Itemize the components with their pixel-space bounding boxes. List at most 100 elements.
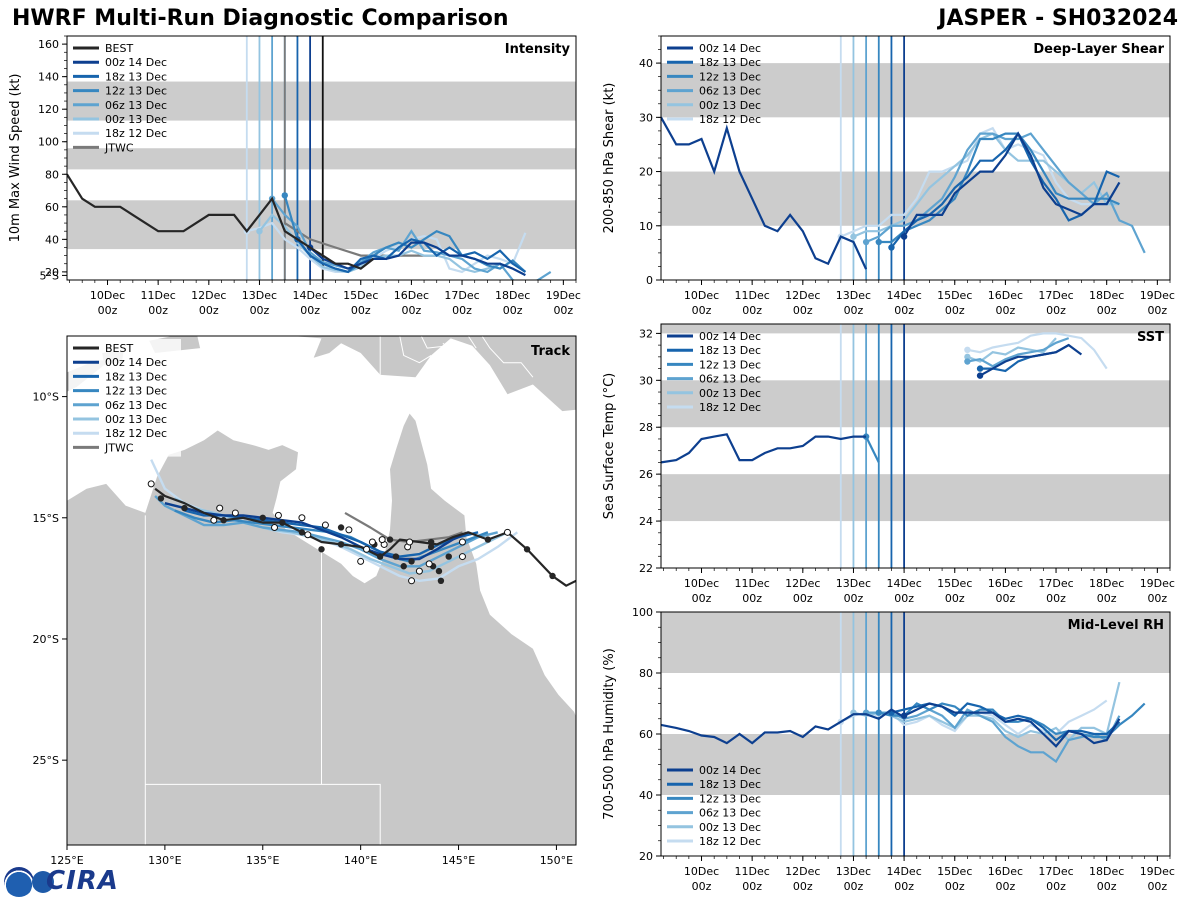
rh-xtick-sublabel: 00z	[894, 880, 914, 893]
intensity-ytick-label: 100	[38, 136, 59, 149]
sst-legend-label: 00z 14 Dec	[699, 330, 761, 343]
track-forecast-point	[408, 577, 416, 585]
rh-xtick-label: 19Dec	[1140, 865, 1175, 878]
rh-xtick-sublabel: 00z	[742, 880, 762, 893]
sst-run-series	[979, 343, 1083, 377]
track-best-point	[337, 541, 345, 548]
track-forecast-point	[216, 504, 224, 512]
sst-shaded-band	[661, 474, 1170, 522]
shear-xtick-sublabel: 00z	[692, 304, 712, 317]
rh-ytick-label: 40	[639, 789, 653, 802]
sst-plot-area	[661, 324, 1170, 568]
shear-run-start-marker	[862, 238, 870, 246]
rh-xtick-label: 10Dec	[684, 865, 719, 878]
track-best-point	[427, 543, 435, 551]
intensity-run-start-marker	[281, 192, 288, 199]
rh-plot-area	[661, 612, 1170, 856]
shear-xtick-label: 15Dec	[937, 289, 972, 302]
sst-run-start-marker	[964, 346, 971, 354]
rh-run-series	[853, 681, 1121, 742]
track-best-point	[377, 553, 384, 560]
shear-xtick-sublabel: 00z	[742, 304, 762, 317]
sst-xtick-label: 14Dec	[886, 577, 921, 590]
intensity-shaded-band	[67, 200, 576, 250]
sst-xtick-sublabel: 00z	[996, 592, 1016, 605]
track-best-point	[549, 572, 556, 580]
sst-ytick-label: 28	[639, 421, 653, 434]
sst-run-series	[967, 337, 1070, 368]
sst-run-start-marker	[964, 358, 971, 365]
sst-panel-title: SST	[1137, 330, 1164, 345]
intensity-ytick-label: 60	[45, 201, 59, 214]
intensity-ytick-label: 160	[38, 38, 59, 51]
intensity-xtick-sublabel: 00z	[300, 304, 320, 317]
shear-xtick-label: 16Dec	[988, 289, 1023, 302]
noaa-logo-icon	[4, 867, 34, 897]
rh-ylabel: 700-500 hPa Humidity (%)	[602, 648, 617, 820]
sst-ylabel: Sea Surface Temp (°C)	[602, 373, 617, 520]
track-best-point	[408, 558, 415, 565]
rh-run-start-marker	[875, 709, 882, 716]
shear-run-start-marker	[875, 238, 882, 246]
rh-xtick-sublabel: 00z	[844, 880, 864, 893]
shear-xtick-sublabel: 00z	[945, 304, 965, 317]
track-run-series	[154, 495, 498, 568]
rh-xtick-sublabel: 00z	[1147, 880, 1167, 893]
shear-xtick-sublabel: 00z	[793, 304, 813, 317]
track-legend-box	[69, 339, 181, 457]
sst-xtick-sublabel: 00z	[1097, 592, 1117, 605]
shear-xtick-sublabel: 00z	[1147, 304, 1167, 317]
rh-legend-label: 18z 13 Dec	[699, 778, 761, 791]
rh-shaded-band	[661, 734, 1170, 795]
sst-legend-label: 18z 12 Dec	[699, 401, 761, 414]
intensity-legend-label: 12z 13 Dec	[105, 85, 167, 98]
shear-xtick-label: 13Dec	[836, 289, 871, 302]
rh-run-series	[866, 708, 1121, 764]
intensity-best-series	[67, 173, 375, 270]
intensity-xtick-sublabel: 00z	[199, 304, 219, 317]
rh-panel-title: Mid-Level RH	[1068, 618, 1164, 633]
cira-wordmark: CIRA	[46, 866, 119, 896]
track-legend-label: 18z 13 Dec	[105, 370, 167, 383]
intensity-xtick-label: 12Dec	[191, 289, 226, 302]
sst-xtick-sublabel: 00z	[945, 592, 965, 605]
intensity-xtick-label: 10Dec	[90, 289, 125, 302]
shear-best-series	[661, 116, 868, 270]
rh-run-series	[903, 702, 1121, 748]
sst-xtick-label: 19Dec	[1140, 577, 1175, 590]
sst-shaded-band	[661, 380, 1170, 428]
track-legend-label: BEST	[105, 342, 133, 355]
intensity-legend-label: 18z 12 Dec	[105, 127, 167, 140]
intensity-ylabel: 10m Max Wind Speed (kt)	[8, 74, 23, 243]
track-forecast-point	[458, 538, 466, 546]
intensity-ytick-label: 20	[45, 266, 59, 279]
shear-xtick-sublabel: 00z	[1046, 304, 1066, 317]
track-forecast-point	[298, 514, 306, 522]
track-forecast-point	[147, 480, 155, 488]
intensity-legend-label: BEST	[105, 42, 133, 55]
sst-legend-label: 06z 13 Dec	[699, 373, 761, 386]
province-border	[420, 336, 449, 349]
shear-legend-label: 00z 13 Dec	[699, 99, 761, 112]
track-best-point	[445, 553, 452, 560]
intensity-shaded-band	[67, 148, 576, 170]
track-ytick-label: 15°S	[33, 512, 59, 525]
track-ytick-label: 10°S	[33, 391, 59, 404]
intensity-xtick-label: 13Dec	[242, 289, 277, 302]
shear-legend-label: 06z 13 Dec	[699, 85, 761, 98]
shear-run-start-marker	[888, 244, 895, 251]
cira-logo: CIRA	[4, 866, 118, 898]
track-best-point	[427, 538, 435, 546]
sst-run-series	[967, 332, 1108, 370]
track-best-point	[181, 504, 188, 512]
sst-xtick-label: 11Dec	[735, 577, 770, 590]
state-border	[145, 783, 381, 845]
intensity-xtick-label: 16Dec	[394, 289, 429, 302]
rh-xtick-label: 16Dec	[988, 865, 1023, 878]
track-forecast-point	[321, 521, 329, 529]
new-guinea-land	[272, 336, 576, 412]
shear-ytick-label: 20	[639, 166, 653, 179]
intensity-run-series	[309, 241, 526, 277]
shear-xtick-sublabel: 00z	[894, 304, 914, 317]
